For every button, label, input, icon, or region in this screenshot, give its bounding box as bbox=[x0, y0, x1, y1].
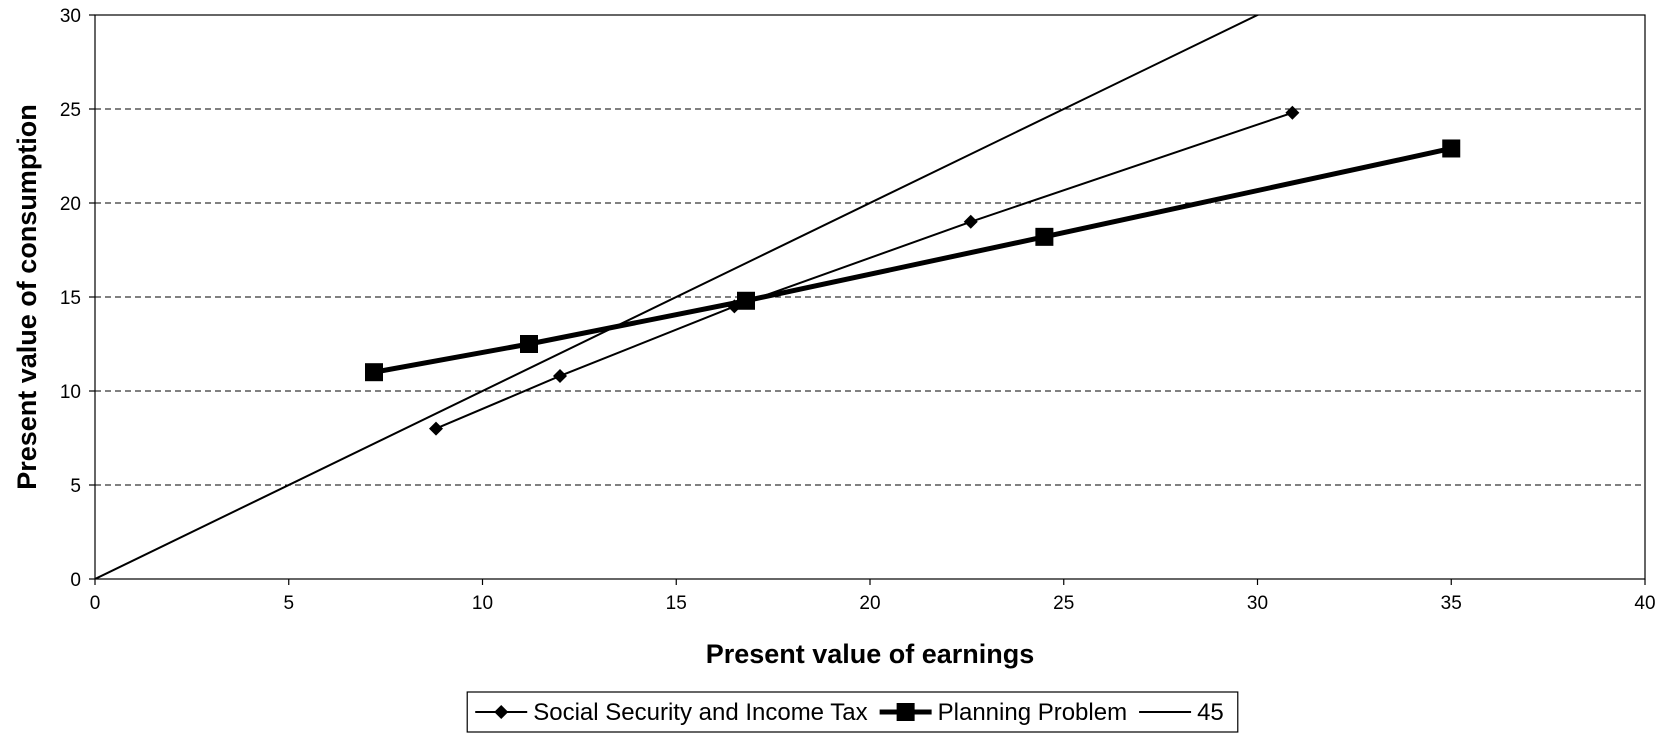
gridlines bbox=[95, 108, 1645, 486]
y-tick-label-4: 20 bbox=[60, 194, 81, 215]
x-axis-title: Present value of earnings bbox=[706, 639, 1035, 669]
x-tick-label-7: 35 bbox=[1441, 593, 1462, 614]
y-tick-label-2: 10 bbox=[60, 382, 81, 403]
legend-item-1: Planning Problem bbox=[879, 699, 1127, 726]
data-point-1-4 bbox=[1442, 139, 1461, 158]
x-tick-label-4: 20 bbox=[859, 593, 880, 614]
data-point-1-2 bbox=[737, 291, 755, 310]
series-group bbox=[95, 15, 1461, 579]
axis-ticks: 0 5 10 15 20 25 30 35 40 0 5 10 15 20 25 30 bbox=[60, 6, 1656, 614]
data-point-0-4 bbox=[1285, 105, 1300, 120]
x-tick-label-3: 15 bbox=[666, 593, 687, 614]
series-2 bbox=[95, 15, 1260, 579]
legend-box bbox=[466, 691, 1239, 733]
series-line-0 bbox=[435, 111, 1293, 430]
data-point-0-3 bbox=[963, 214, 978, 229]
legend-item-2: 45 bbox=[1139, 699, 1224, 726]
x-tick-label-6: 30 bbox=[1247, 593, 1268, 614]
legend: Social Security and Income Tax Planning P… bbox=[466, 691, 1239, 733]
legend-item-0: Social Security and Income Tax bbox=[475, 699, 868, 726]
data-point-1-3 bbox=[1035, 227, 1054, 246]
y-tick-label-3: 15 bbox=[60, 288, 81, 309]
y-tick-label-1: 5 bbox=[70, 476, 81, 497]
x-tick-label-5: 25 bbox=[1053, 593, 1074, 614]
y-axis-title: Present value of consumption bbox=[12, 104, 42, 490]
y-tick-label-5: 25 bbox=[60, 100, 81, 121]
data-point-1-0 bbox=[365, 363, 383, 382]
y-tick-label-0: 0 bbox=[70, 570, 81, 591]
data-point-0-0 bbox=[429, 421, 443, 436]
series-1 bbox=[365, 139, 1461, 382]
series-line-2 bbox=[95, 15, 1260, 579]
x-tick-label-0: 0 bbox=[90, 593, 101, 614]
x-tick-label-1: 5 bbox=[283, 593, 294, 614]
x-tick-label-8: 40 bbox=[1634, 593, 1655, 614]
legend-marker-1 bbox=[896, 703, 915, 721]
legend-label-0: Social Security and Income Tax bbox=[533, 699, 867, 726]
legend-swatch-0 bbox=[475, 705, 528, 719]
y-tick-label-6: 30 bbox=[60, 6, 81, 27]
x-tick-label-2: 10 bbox=[472, 593, 493, 614]
series-0 bbox=[429, 105, 1300, 436]
legend-swatch-1 bbox=[879, 703, 932, 721]
data-point-0-1 bbox=[553, 368, 567, 383]
legend-marker-0 bbox=[494, 705, 509, 719]
legend-label-2: 45 bbox=[1197, 699, 1224, 726]
data-point-1-1 bbox=[520, 335, 538, 353]
legend-label-1: Planning Problem bbox=[938, 699, 1127, 726]
